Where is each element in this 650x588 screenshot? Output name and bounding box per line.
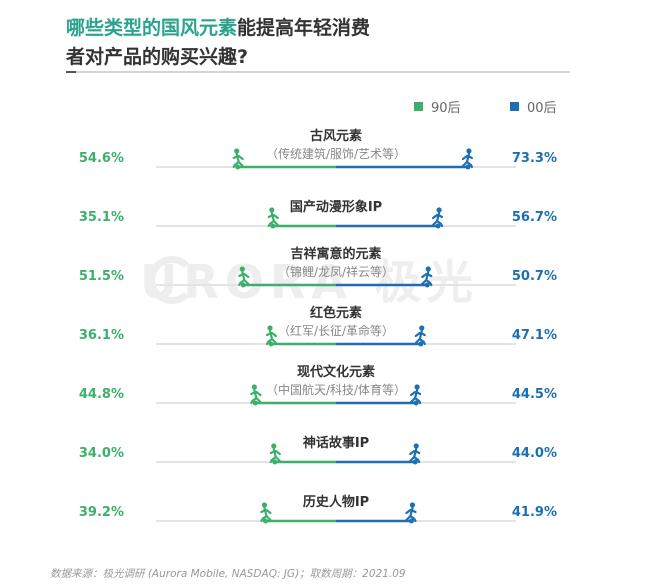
- category-label: 吉祥寓意的元素: [290, 246, 381, 262]
- category-sublabel: （中国航天/科技/体育等）: [266, 382, 406, 397]
- legend-swatch-90: [414, 102, 423, 111]
- bar-end-00: [408, 518, 414, 524]
- bar-end-90: [262, 518, 268, 524]
- runner-icon-00: [409, 443, 421, 464]
- watermark-logo-icon: [148, 256, 196, 304]
- bar-end-90: [272, 459, 278, 465]
- runner-icon-90: [260, 502, 272, 523]
- bar-end-00: [418, 341, 424, 347]
- runner-icon-00: [410, 384, 422, 405]
- bar-end-90: [235, 164, 241, 170]
- value-label-90: 51.5%: [79, 269, 124, 284]
- category-sublabel: （红军/长征/革命等）: [278, 323, 394, 338]
- chart-title-line1-rest: 能提高年轻消费: [237, 17, 371, 39]
- value-label-00: 73.3%: [512, 151, 557, 166]
- bar-end-90: [270, 223, 276, 229]
- category-label: 神话故事IP: [303, 435, 369, 451]
- category-label: 红色元素: [310, 305, 362, 321]
- bar-end-00: [435, 223, 441, 229]
- title-divider-accent: [66, 71, 76, 73]
- runner-icon-90: [265, 325, 278, 346]
- legend-item-00: 00后: [510, 97, 557, 116]
- value-label-00: 44.0%: [512, 446, 557, 461]
- value-label-00: 50.7%: [512, 269, 557, 284]
- chart-title: 哪些类型的国风元素能提高年轻消费 者对产品的购买兴趣?: [66, 14, 586, 72]
- bar-end-00: [413, 400, 419, 406]
- title-divider: [66, 71, 570, 73]
- runner-icon-00: [421, 266, 433, 287]
- value-label-90: 34.0%: [79, 446, 124, 461]
- runner-icon-00: [461, 148, 474, 169]
- chart-title-highlight: 哪些类型的国风元素: [66, 17, 238, 39]
- bar-end-00: [424, 282, 430, 288]
- value-label-90: 36.1%: [79, 328, 124, 343]
- runner-icon-90: [269, 443, 281, 464]
- bar-end-00: [465, 164, 471, 170]
- category-label: 历史人物IP: [303, 494, 369, 510]
- legend-label-90: 90后: [431, 101, 461, 116]
- category-label: 国产动漫形象IP: [290, 199, 382, 215]
- runner-icon-00: [405, 502, 417, 523]
- legend-label-00: 00后: [527, 101, 557, 116]
- value-label-00: 47.1%: [512, 328, 557, 343]
- bar-end-90: [252, 400, 258, 406]
- legend-swatch-00: [510, 102, 519, 111]
- footnote: 数据来源：极光调研 (Aurora Mobile, NASDAQ: JG)；取数…: [50, 568, 406, 580]
- runner-icon-00: [414, 325, 426, 346]
- legend-item-90: 90后: [414, 97, 461, 116]
- category-label: 现代文化元素: [297, 364, 375, 380]
- value-label-00: 41.9%: [512, 505, 557, 520]
- value-label-90: 39.2%: [79, 505, 124, 520]
- value-label-90: 44.8%: [79, 387, 124, 402]
- runner-icon-90: [250, 384, 262, 405]
- bar-end-90: [268, 341, 274, 347]
- bar-end-90: [240, 282, 246, 288]
- runner-icon-90: [238, 266, 250, 287]
- value-label-90: 35.1%: [79, 210, 124, 225]
- value-label-00: 44.5%: [512, 387, 557, 402]
- runner-icon-00: [431, 207, 444, 228]
- bar-end-00: [412, 459, 418, 465]
- category-sublabel: （锦鲤/龙凤/祥云等）: [278, 265, 394, 279]
- value-label-00: 56.7%: [512, 210, 557, 225]
- category-label: 古风元素: [310, 128, 362, 144]
- value-label-90: 54.6%: [79, 151, 124, 166]
- runner-icon-90: [267, 207, 279, 228]
- chart-title-line2: 者对产品的购买兴趣?: [66, 46, 249, 68]
- watermark: URORA 极光: [140, 255, 479, 309]
- runner-icon-90: [232, 148, 244, 169]
- category-sublabel: （传统建筑/服饰/艺术等）: [266, 146, 406, 161]
